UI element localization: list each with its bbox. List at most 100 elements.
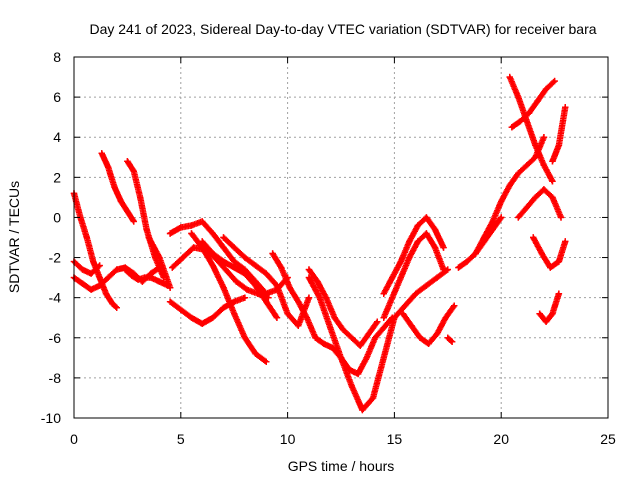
data-point — [472, 250, 479, 257]
data-point — [331, 314, 338, 321]
axis-ticks: 0 5 10 15 20 25 -10 -8 -6 -4 -2 0 2 4 6 8 — [41, 49, 616, 447]
data-point — [348, 382, 355, 390]
series-track-17 — [380, 230, 447, 321]
data-point — [241, 334, 249, 341]
data-point — [433, 330, 441, 337]
data-point — [532, 142, 539, 149]
data-point — [365, 330, 372, 337]
data-point — [562, 103, 569, 111]
data-point — [241, 254, 249, 261]
data-point — [83, 234, 91, 241]
data-point — [104, 274, 112, 281]
data-point — [312, 334, 319, 341]
data-point — [406, 238, 413, 245]
data-point — [113, 304, 120, 311]
series-track-7 — [145, 234, 174, 291]
data-point — [380, 314, 387, 321]
data-point — [489, 218, 496, 225]
plus-marker-trail — [98, 150, 138, 225]
data-point — [231, 258, 238, 265]
data-point — [423, 230, 430, 237]
data-point — [233, 278, 240, 285]
x-tick-label: 25 — [600, 431, 616, 447]
series-track-12 — [198, 238, 281, 321]
data-point — [263, 298, 270, 305]
data-point — [517, 117, 524, 125]
data-point — [555, 290, 563, 297]
data-point — [515, 93, 522, 101]
data-point — [96, 262, 103, 269]
data-point — [463, 258, 471, 265]
series-track-13 — [220, 234, 313, 329]
data-point — [540, 134, 548, 141]
plus-marker-trail — [530, 234, 569, 271]
data-point — [198, 218, 206, 225]
series-track-10 — [166, 294, 249, 327]
data-point — [263, 270, 270, 277]
plus-marker-trail — [169, 244, 272, 301]
data-point — [530, 234, 537, 241]
data-point — [391, 314, 398, 321]
data-point — [273, 282, 281, 289]
data-point — [444, 334, 451, 341]
data-point — [198, 238, 206, 245]
data-point — [389, 274, 396, 281]
data-point — [423, 282, 430, 289]
series-track-27 — [530, 234, 569, 271]
series-track-25 — [508, 77, 558, 131]
data-point — [480, 234, 488, 241]
data-point — [523, 162, 531, 169]
series-track-16 — [305, 266, 381, 349]
data-point — [220, 284, 227, 291]
data-point — [295, 298, 302, 305]
y-tick-label: 6 — [53, 89, 61, 105]
data-point — [188, 314, 195, 321]
data-point — [104, 164, 112, 171]
data-point — [252, 350, 259, 358]
data-point — [263, 358, 270, 366]
data-point — [455, 264, 462, 271]
data-point — [412, 290, 419, 297]
data-point — [130, 218, 138, 225]
data-point — [209, 262, 217, 269]
data-point — [130, 168, 138, 175]
series-track-9 — [169, 244, 272, 301]
series-track-15 — [305, 274, 398, 414]
data-point — [549, 178, 556, 185]
data-point — [166, 284, 174, 291]
data-point — [397, 274, 405, 281]
data-point — [231, 310, 238, 317]
series-track-29 — [549, 103, 569, 165]
data-point — [198, 244, 206, 251]
data-point — [523, 204, 531, 211]
series-track-18 — [380, 214, 447, 297]
data-point — [177, 306, 184, 313]
series-track-28 — [536, 290, 563, 325]
data-point — [166, 230, 174, 237]
data-point — [448, 338, 456, 345]
series-track-23 — [472, 134, 548, 257]
data-point — [90, 258, 97, 265]
data-point — [451, 302, 458, 309]
data-point — [406, 254, 413, 261]
data-point — [96, 274, 103, 281]
series-track-21 — [444, 334, 456, 345]
data-point — [540, 162, 548, 169]
data-point — [354, 370, 362, 378]
data-point — [425, 340, 432, 347]
data-point — [209, 230, 217, 237]
data-point — [241, 294, 249, 301]
data-point — [109, 300, 116, 307]
series-track-11 — [188, 230, 270, 366]
data-point — [295, 322, 302, 329]
data-point — [273, 314, 281, 321]
x-tick-label: 0 — [70, 431, 78, 447]
series-track-19 — [391, 266, 451, 321]
plus-marker-trail — [444, 334, 456, 345]
data-point — [102, 290, 110, 297]
data-point — [532, 194, 539, 201]
data-point — [359, 406, 366, 414]
data-point — [252, 262, 259, 269]
data-point — [423, 214, 430, 221]
